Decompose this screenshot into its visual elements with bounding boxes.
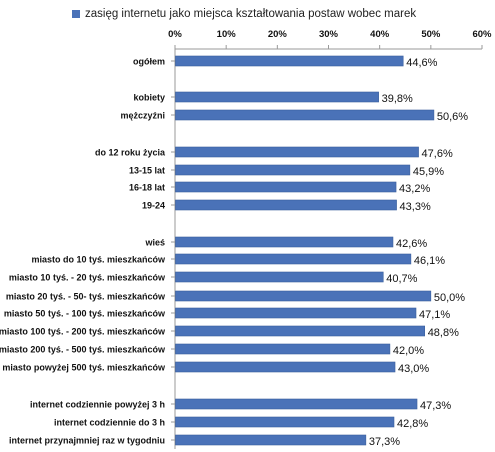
bar xyxy=(175,290,432,302)
value-label: 47,3% xyxy=(420,400,451,412)
x-tick-label: 40% xyxy=(370,29,390,40)
legend: zasięg internetu jako miejsca kształtowa… xyxy=(72,7,416,21)
category-label: miasto 50 tyś. - 100 tyś. mieszkańców xyxy=(4,309,166,319)
bar xyxy=(175,398,418,410)
value-label: 39,8% xyxy=(382,93,413,105)
bar xyxy=(175,253,412,265)
category-label: miasto 200 tyś. - 500 tyś. mieszkańców xyxy=(0,345,166,355)
category-label: miasto do 10 tyś. mieszkańców xyxy=(31,255,166,265)
value-label: 47,6% xyxy=(422,148,453,160)
bar xyxy=(175,199,397,211)
value-label: 50,0% xyxy=(434,292,465,304)
category-label: internet przynajmniej raz w tygodniu xyxy=(9,436,165,446)
x-tick-label: 50% xyxy=(421,29,441,40)
bar xyxy=(175,271,384,283)
value-label: 46,1% xyxy=(414,255,445,267)
value-label: 42,6% xyxy=(396,238,427,250)
category-label: 19-24 xyxy=(142,201,165,211)
bar xyxy=(175,91,379,103)
value-label: 43,2% xyxy=(399,183,430,195)
category-label: 13-15 lat xyxy=(129,166,165,176)
value-label: 50,6% xyxy=(437,111,468,123)
value-label: 47,1% xyxy=(419,309,450,321)
bar xyxy=(175,416,395,428)
bar xyxy=(175,55,404,67)
x-tick-label: 30% xyxy=(319,29,339,40)
bar xyxy=(175,181,397,193)
bar xyxy=(175,236,394,248)
category-label: mężczyźni xyxy=(120,111,165,121)
category-label: ogółem xyxy=(133,57,165,67)
category-label: internet codziennie powyżej 3 h xyxy=(30,400,165,410)
x-tick-label: 0% xyxy=(168,29,182,40)
bar xyxy=(175,343,391,355)
value-label: 37,3% xyxy=(369,436,400,448)
category-label: do 12 roku życia xyxy=(95,148,166,158)
category-label: miasto powyżej 500 tyś. mieszkańców xyxy=(2,363,166,373)
bar xyxy=(175,164,411,176)
x-tick-label: 60% xyxy=(472,29,492,40)
value-label: 40,7% xyxy=(386,273,417,285)
category-label: miasto 20 tyś. - 50- tyś. mieszkańców xyxy=(6,292,166,302)
legend-label: zasięg internetu jako miejsca kształtowa… xyxy=(85,8,417,20)
x-tick-label: 10% xyxy=(217,29,237,40)
value-label: 43,0% xyxy=(398,363,429,375)
value-label: 42,0% xyxy=(393,345,424,357)
category-label: internet codziennie do 3 h xyxy=(54,418,165,428)
bar xyxy=(175,434,367,446)
legend-swatch xyxy=(72,10,80,18)
x-tick-label: 20% xyxy=(268,29,288,40)
bar xyxy=(175,109,435,121)
category-label: 16-18 lat xyxy=(129,183,165,193)
bar xyxy=(175,307,417,319)
value-label: 42,8% xyxy=(397,418,428,430)
category-label: miasto 10 tyś. - 20 tyś. mieszkańców xyxy=(9,273,166,283)
category-label: kobiety xyxy=(133,93,165,103)
value-label: 44,6% xyxy=(406,57,437,69)
bar xyxy=(175,361,396,373)
bar xyxy=(175,325,425,337)
bar xyxy=(175,146,419,158)
value-label: 45,9% xyxy=(413,166,444,178)
category-label: miasto 100 tyś. - 200 tyś. mieszkańców xyxy=(0,327,166,337)
category-label: wieś xyxy=(144,238,165,248)
value-label: 48,8% xyxy=(428,327,459,339)
value-label: 43,3% xyxy=(400,201,431,213)
